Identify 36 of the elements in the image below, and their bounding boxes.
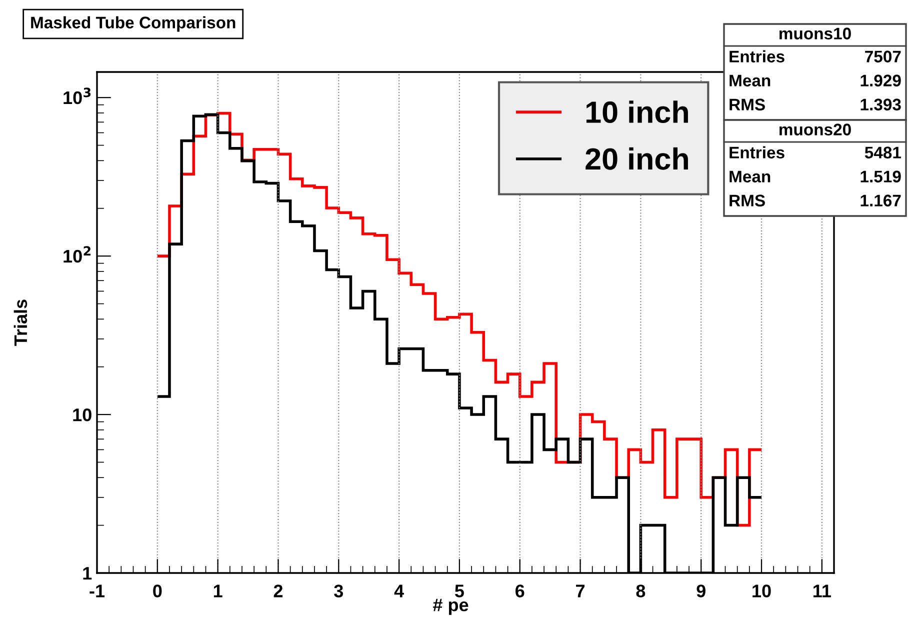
text: 5481: [864, 146, 901, 158]
x-tick-label: 6: [516, 584, 524, 598]
text: Entries: [730, 50, 784, 62]
annotation: Mean: [730, 74, 770, 86]
x-tick-label: 9: [696, 584, 706, 598]
x-tick-label: 5: [454, 584, 464, 598]
annotation: RMS: [730, 98, 765, 110]
text: 1.519: [860, 170, 901, 182]
chart-title: Masked Tube Comparison: [31, 16, 236, 32]
x-tick-label: 4: [394, 584, 404, 598]
legend-label: 20 inch: [586, 147, 688, 170]
annotation: muons20: [780, 124, 851, 136]
annotation: RMS: [730, 194, 765, 206]
x-tick-label: 0: [153, 584, 162, 598]
x-tick-label: 11: [814, 584, 831, 598]
y-tick-label: 10$^{3}$: [64, 88, 91, 104]
x-tick-label: -1: [90, 584, 105, 598]
x-tick-label: 1: [214, 584, 222, 598]
annotation: Entries: [730, 146, 784, 158]
y-tick-label: 10$^{2}$: [64, 246, 90, 263]
annotation: Mean: [730, 170, 770, 182]
x-tick-label: 2: [274, 584, 283, 598]
text: 1.929: [860, 74, 901, 86]
x-axis-title: # pe: [433, 598, 468, 615]
y-axis-title: Trials: [14, 300, 28, 346]
text: muons10: [780, 28, 851, 40]
text: 7507: [865, 50, 901, 62]
legend-label: 10 inch: [586, 100, 688, 124]
text: 1.393: [860, 98, 901, 110]
x-tick-label: 3: [334, 584, 344, 598]
y-tick-label: 10: [73, 408, 92, 422]
y-tick-label: 1: [83, 567, 92, 580]
x-tick-label: 10: [752, 584, 771, 598]
x-tick-label: 7: [576, 584, 585, 598]
x-tick-label: 8: [636, 584, 646, 598]
text: 1.167: [860, 194, 901, 206]
